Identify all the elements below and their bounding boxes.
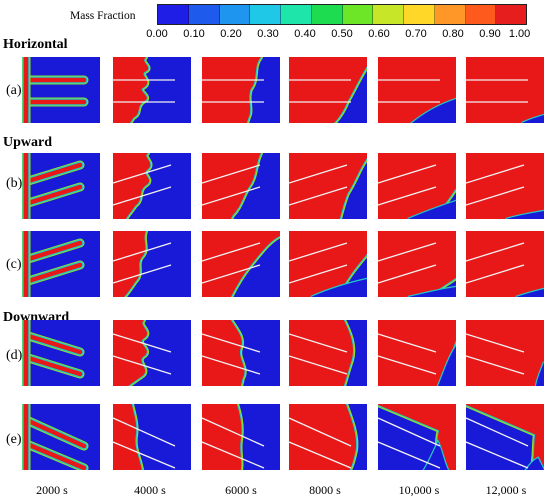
contour-panel bbox=[466, 320, 544, 386]
contour-panel bbox=[22, 404, 100, 470]
mass-fraction-contour bbox=[202, 404, 280, 470]
contour-panel bbox=[22, 320, 100, 386]
mass-fraction-contour bbox=[289, 57, 367, 123]
mass-fraction-contour bbox=[466, 404, 544, 470]
colorbar-tick: 1.00 bbox=[508, 28, 531, 40]
contour-panel bbox=[202, 404, 280, 470]
contour-panel bbox=[289, 320, 367, 386]
colorbar bbox=[157, 4, 527, 25]
mass-fraction-contour bbox=[466, 153, 544, 219]
mass-fraction-contour bbox=[289, 320, 367, 386]
colorbar-segment bbox=[373, 5, 404, 24]
contour-panel bbox=[289, 57, 367, 123]
contour-panel bbox=[113, 153, 191, 219]
mass-fraction-contour bbox=[113, 153, 191, 219]
contour-panel bbox=[202, 320, 280, 386]
row-label-e: (e) bbox=[6, 432, 22, 447]
mass-fraction-contour bbox=[202, 57, 280, 123]
colorbar-tick: 0.90 bbox=[479, 28, 501, 40]
colorbar-tick: 0.60 bbox=[368, 28, 390, 40]
row-label-c: (c) bbox=[6, 257, 22, 272]
time-label: 10,000 s bbox=[398, 483, 440, 497]
mass-fraction-contour bbox=[202, 320, 280, 386]
contour-panel bbox=[22, 153, 100, 219]
mass-fraction-contour bbox=[466, 320, 544, 386]
contour-panel bbox=[202, 231, 280, 297]
mass-fraction-contour bbox=[22, 57, 100, 123]
colorbar-segment bbox=[465, 5, 497, 24]
colorbar-tick: 0.70 bbox=[405, 28, 427, 40]
group-title-horizontal: Horizontal bbox=[3, 37, 68, 52]
colorbar-title: Mass Fraction bbox=[70, 10, 136, 22]
time-label: 2000 s bbox=[36, 483, 68, 497]
colorbar-segment bbox=[496, 5, 526, 24]
contour-panel bbox=[378, 320, 456, 386]
mass-fraction-contour bbox=[113, 231, 191, 297]
colorbar-segment bbox=[250, 5, 281, 24]
contour-panel bbox=[202, 57, 280, 123]
row-label-a: (a) bbox=[6, 83, 22, 98]
contour-panel bbox=[113, 320, 191, 386]
mass-fraction-contour bbox=[378, 231, 456, 297]
mass-fraction-contour bbox=[378, 404, 456, 470]
colorbar-segment bbox=[219, 5, 251, 24]
colorbar-tick: 0.10 bbox=[183, 28, 205, 40]
contour-panel bbox=[113, 404, 191, 470]
mass-fraction-contour bbox=[289, 404, 367, 470]
mass-fraction-contour bbox=[22, 153, 100, 219]
colorbar-ticks: 0.00 0.10 0.20 0.30 0.40 0.50 0.60 0.70 … bbox=[146, 28, 531, 42]
contour-panel bbox=[378, 57, 456, 123]
contour-panel bbox=[466, 153, 544, 219]
row-label-d: (d) bbox=[6, 348, 23, 363]
colorbar-segment bbox=[434, 5, 466, 24]
mass-fraction-contour bbox=[22, 231, 100, 297]
mass-fraction-contour bbox=[466, 231, 544, 297]
contour-panel bbox=[113, 231, 191, 297]
mass-fraction-contour bbox=[289, 231, 367, 297]
colorbar-segment bbox=[188, 5, 220, 24]
time-label: 6000 s bbox=[225, 483, 257, 497]
mass-fraction-contour bbox=[466, 57, 544, 123]
contour-panel bbox=[22, 231, 100, 297]
mass-fraction-contour bbox=[113, 404, 191, 470]
contour-panel bbox=[466, 404, 544, 470]
colorbar-tick: 0.40 bbox=[294, 28, 316, 40]
colorbar-tick: 0.30 bbox=[257, 28, 279, 40]
colorbar-segment bbox=[158, 5, 189, 24]
contour-panel bbox=[289, 153, 367, 219]
contour-panel bbox=[202, 153, 280, 219]
colorbar-tick: 0.20 bbox=[220, 28, 242, 40]
colorbar-segment bbox=[342, 5, 374, 24]
colorbar-tick: 0.80 bbox=[442, 28, 464, 40]
contour-panel bbox=[22, 57, 100, 123]
mass-fraction-contour bbox=[22, 320, 100, 386]
contour-panel bbox=[466, 57, 544, 123]
time-label: 12,000 s bbox=[485, 483, 527, 497]
contour-panel bbox=[378, 231, 456, 297]
contour-panel bbox=[378, 153, 456, 219]
contour-panel bbox=[113, 57, 191, 123]
mass-fraction-contour bbox=[202, 153, 280, 219]
mass-fraction-contour bbox=[202, 231, 280, 297]
time-label: 4000 s bbox=[134, 483, 166, 497]
contour-panel bbox=[466, 231, 544, 297]
group-title-upward: Upward bbox=[3, 135, 53, 150]
mass-fraction-contour bbox=[289, 153, 367, 219]
colorbar-segment bbox=[281, 5, 312, 24]
mass-fraction-contour bbox=[113, 57, 191, 123]
colorbar-segment bbox=[311, 5, 343, 24]
contour-panel bbox=[289, 231, 367, 297]
mass-fraction-contour bbox=[113, 320, 191, 386]
contour-panel bbox=[289, 404, 367, 470]
mass-fraction-contour bbox=[378, 320, 456, 386]
mass-fraction-contour bbox=[22, 404, 100, 470]
mass-fraction-contour bbox=[378, 153, 456, 219]
mass-fraction-contour bbox=[378, 57, 456, 123]
time-label: 8000 s bbox=[309, 483, 341, 497]
row-label-b: (b) bbox=[6, 176, 23, 191]
contour-panel bbox=[378, 404, 456, 470]
colorbar-segment bbox=[404, 5, 435, 24]
colorbar-tick: 0.50 bbox=[331, 28, 353, 40]
colorbar-tick: 0.00 bbox=[146, 28, 168, 40]
